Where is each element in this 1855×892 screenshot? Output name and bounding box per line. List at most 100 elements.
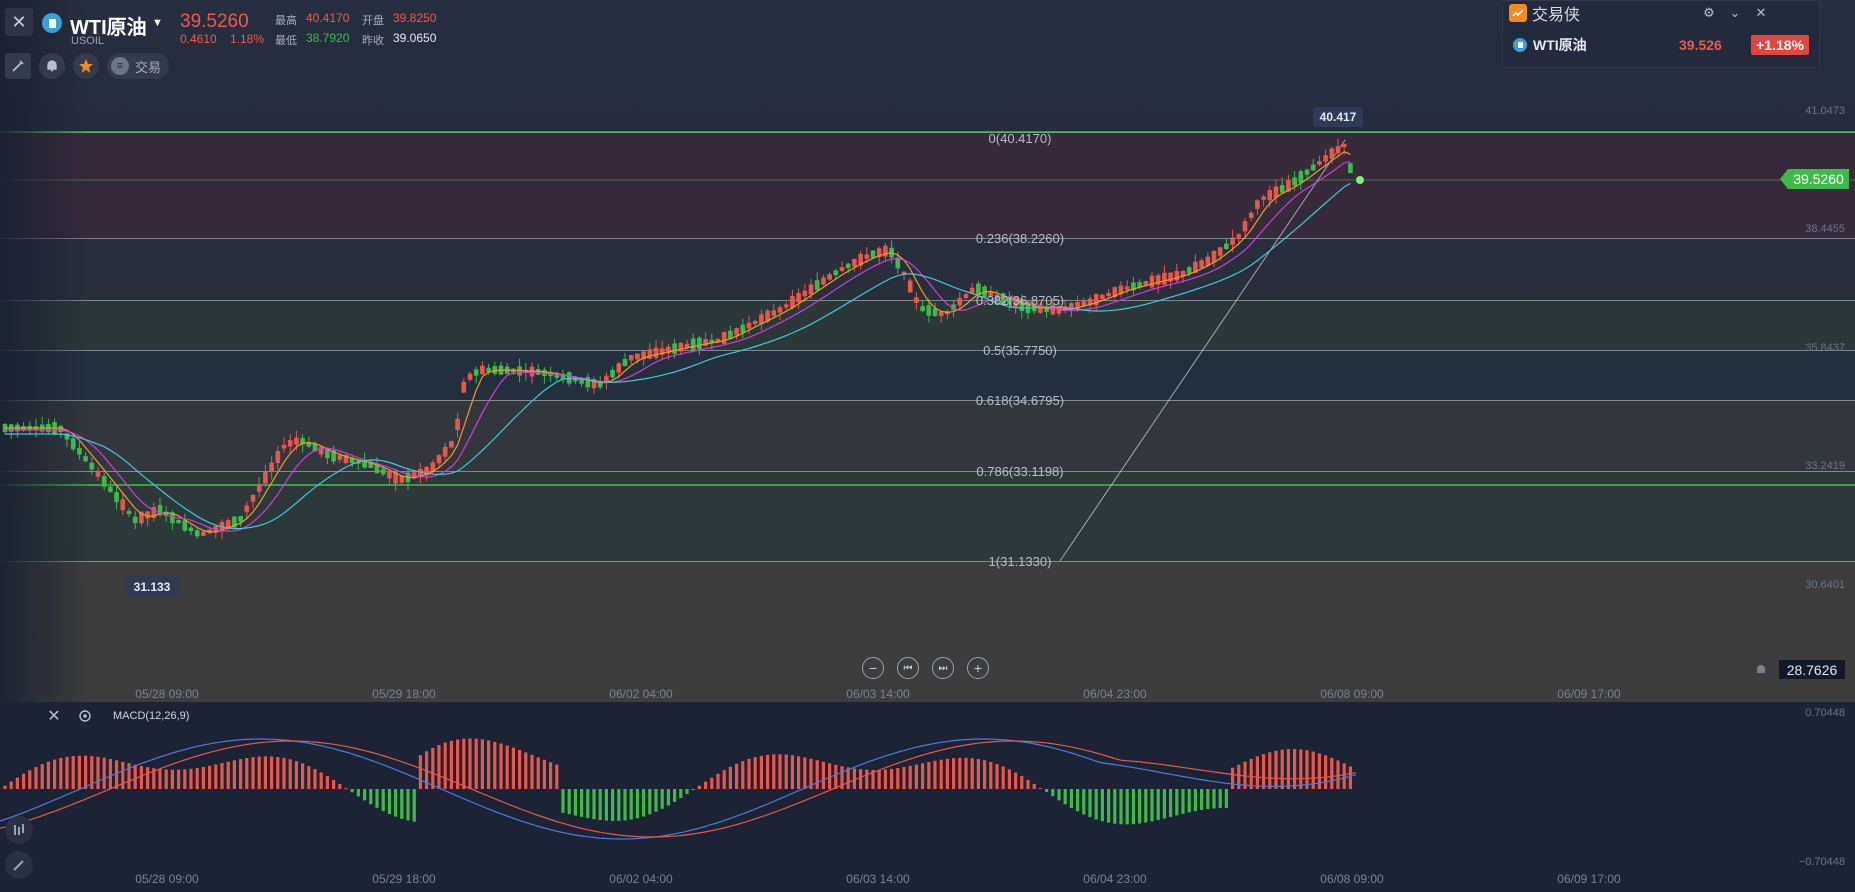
candle-body xyxy=(728,330,733,339)
candle-body xyxy=(132,516,138,524)
favorite-button[interactable] xyxy=(73,53,99,79)
time-axis-tick: 06/09 17:00 xyxy=(1557,872,1621,886)
trade-icon: ≡ xyxy=(111,57,129,75)
candle-body xyxy=(1019,299,1025,311)
candle-body xyxy=(901,271,907,275)
fib-zone xyxy=(0,471,1855,561)
macd-histogram-bar xyxy=(778,754,782,789)
macd-histogram-bar xyxy=(456,739,460,789)
candle-body xyxy=(473,369,479,376)
bell-icon[interactable] xyxy=(1752,662,1770,678)
candle-body xyxy=(1038,304,1043,313)
macd-histogram-bar xyxy=(797,756,801,789)
popup-quote-row[interactable]: WTI原油 39.526 +1.18% xyxy=(1513,34,1809,56)
macd-histogram-bar xyxy=(921,763,925,789)
skip-forward-icon: ⏭ xyxy=(938,662,948,674)
candle-body xyxy=(926,305,932,316)
macd-histogram-bar xyxy=(1156,789,1160,821)
candle-body xyxy=(1317,161,1322,165)
candle-body xyxy=(1137,282,1142,288)
candle-body xyxy=(1180,270,1186,277)
candle-body xyxy=(1341,143,1347,148)
macd-histogram-bar xyxy=(139,765,143,789)
alert-button[interactable] xyxy=(39,53,65,79)
candle-body xyxy=(1211,250,1217,263)
macd-histogram-bar xyxy=(1001,766,1005,789)
candle-body xyxy=(70,438,76,450)
macd-histogram-bar xyxy=(828,763,832,789)
candle-body xyxy=(678,342,684,352)
zoom-in-button[interactable]: + xyxy=(967,657,989,679)
macd-histogram-bar xyxy=(691,789,695,790)
chevron-down-icon[interactable]: ▼ xyxy=(152,17,163,29)
macd-histogram-bar xyxy=(102,757,106,789)
crosshair-price-tag: 28.7626 xyxy=(1779,660,1845,679)
macd-histogram-bar xyxy=(846,767,850,789)
candle-body xyxy=(418,468,423,478)
candle-body xyxy=(883,245,888,257)
macd-histogram-bar xyxy=(158,768,162,789)
candle-body xyxy=(318,446,324,455)
macd-histogram-bar xyxy=(474,738,478,789)
candle-body xyxy=(839,267,845,271)
drawing-tool-button[interactable] xyxy=(5,53,31,79)
low-marker: 31.133 xyxy=(125,576,179,597)
macd-histogram-bar xyxy=(1100,789,1104,822)
scroll-forward-button[interactable]: ⏭ xyxy=(932,657,954,679)
macd-histogram-bar xyxy=(766,754,770,789)
zoom-out-button[interactable]: − xyxy=(862,657,884,679)
candle-body xyxy=(1273,186,1279,198)
current-price-tag: 39.5260 xyxy=(1780,169,1849,189)
quote-popup: 交易侠 ⚙ ⌄ ✕ WTI原油 39.526 +1.18% xyxy=(1502,0,1820,68)
macd-histogram-bar xyxy=(598,789,602,821)
ma-slow-line xyxy=(5,182,1351,530)
candle-body xyxy=(870,250,876,258)
candle-body xyxy=(294,437,299,445)
symbol-name[interactable]: WTI原油 xyxy=(70,17,147,39)
candle-body xyxy=(399,476,405,483)
candle-body xyxy=(1286,180,1291,192)
scroll-back-button[interactable]: ⏮ xyxy=(897,657,919,679)
indicator-settings-button[interactable] xyxy=(77,708,93,724)
candle-body xyxy=(721,331,727,344)
time-axis-tick: 05/29 18:00 xyxy=(372,687,436,701)
macd-histogram-bar xyxy=(195,768,199,789)
macd-histogram-bar xyxy=(834,764,838,789)
candle-body xyxy=(591,379,597,389)
candle-body xyxy=(1050,304,1056,315)
macd-histogram-bar xyxy=(939,759,943,789)
candle-body xyxy=(64,433,70,440)
draw-tool-button[interactable] xyxy=(5,851,33,879)
candle-body xyxy=(734,328,739,336)
macd-histogram-bar xyxy=(152,768,156,789)
time-axis-tick: 06/04 23:00 xyxy=(1083,872,1147,886)
macd-histogram-bar xyxy=(356,789,360,797)
trade-button[interactable]: ≡ 交易 xyxy=(107,53,170,79)
macd-histogram-bar xyxy=(84,755,88,789)
fib-level-label: 0.786(33.1198) xyxy=(976,464,1064,479)
chart-toolbar: ≡ 交易 xyxy=(5,53,170,79)
fib-trend-line xyxy=(1059,139,1346,562)
macd-histogram-bar xyxy=(425,751,429,789)
candle-body xyxy=(151,507,157,518)
close-icon[interactable]: ✕ xyxy=(1755,5,1767,20)
open-label: 开盘 xyxy=(362,15,384,27)
macd-histogram-bar xyxy=(449,740,453,789)
macd-histogram-bar xyxy=(1076,789,1080,812)
candle-body xyxy=(1131,282,1136,291)
gear-icon[interactable]: ⚙ xyxy=(1703,5,1715,20)
macd-histogram-bar xyxy=(1119,789,1123,825)
chevron-down-icon[interactable]: ⌄ xyxy=(1729,5,1741,20)
time-axis-tick: 05/28 09:00 xyxy=(135,687,199,701)
candle-body xyxy=(709,339,715,343)
indicator-tool-button[interactable] xyxy=(5,816,33,844)
close-button[interactable]: ✕ xyxy=(5,8,33,36)
macd-histogram-bar xyxy=(1280,749,1284,789)
macd-histogram-bar xyxy=(908,765,912,789)
macd-histogram-bar xyxy=(239,759,243,789)
price-axis-tick: 35.8437 xyxy=(1805,342,1845,354)
macd-histogram-bar xyxy=(34,767,38,789)
symbol-code: USOIL xyxy=(71,35,105,47)
close-indicator-button[interactable]: ✕ xyxy=(46,708,62,725)
